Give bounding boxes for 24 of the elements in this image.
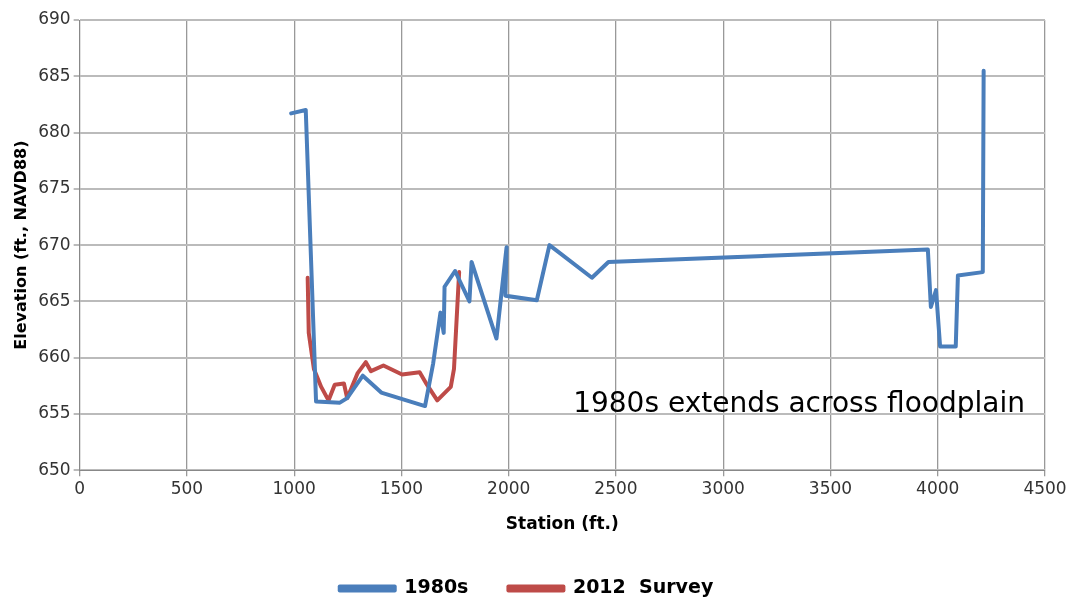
- x-tick-label: 4000: [916, 477, 960, 498]
- x-tick-label: 1000: [272, 477, 316, 498]
- y-tick-label: 690: [38, 8, 71, 29]
- y-tick-label: 680: [38, 120, 71, 141]
- y-tick-label: 660: [38, 346, 71, 367]
- x-tick-label: 2500: [594, 477, 638, 498]
- annotation: 1980s extends across floodplain: [573, 386, 1025, 420]
- legend-label: 1980s: [404, 575, 469, 598]
- legend-label: 2012 Survey: [572, 575, 714, 598]
- y-tick-label: 670: [38, 233, 71, 254]
- y-tick-label: 665: [38, 289, 71, 310]
- y-tick-label: 655: [38, 402, 71, 423]
- x-tick-label: 500: [170, 477, 204, 498]
- y-axis-title: Elevation (ft., NAVD88): [10, 140, 30, 350]
- x-tick-label: 3500: [808, 477, 853, 498]
- x-tick-label: 3000: [701, 477, 745, 498]
- x-axis-title: Station (ft.): [505, 513, 619, 534]
- y-tick-label: 685: [38, 64, 71, 85]
- x-tick-label: 4500: [1023, 477, 1067, 498]
- y-tick-label: 650: [38, 458, 71, 479]
- y-tick-label: 675: [38, 177, 71, 198]
- x-tick-label: 2000: [487, 477, 531, 498]
- x-tick-label: 1500: [379, 477, 424, 498]
- x-tick-label: 0: [74, 477, 86, 498]
